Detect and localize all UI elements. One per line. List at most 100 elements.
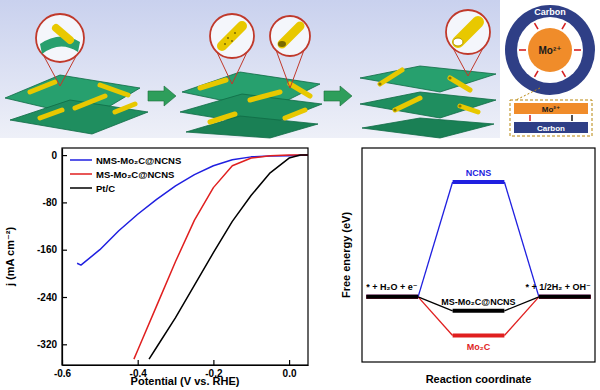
- particle: [227, 37, 229, 39]
- inset-box: [510, 100, 592, 136]
- y-tick-mark: [62, 297, 67, 298]
- x-tick-mark: [213, 360, 214, 365]
- magnified-rod: [56, 28, 70, 40]
- series-label: Mo₂C: [467, 342, 491, 352]
- y-tick-mark: [62, 344, 67, 345]
- plot-frame: [362, 148, 595, 362]
- process-arrow: [148, 86, 176, 106]
- series-label: NCNS: [466, 168, 492, 178]
- y-tick: 0: [51, 150, 67, 161]
- schematic-background: [0, 0, 500, 138]
- canvas: CarbonMo²⁺Mo²⁺Carbon-0.6-0.4-0.20.0-320-…: [0, 0, 600, 390]
- x-tick-label: 0.0: [283, 368, 297, 379]
- x-tick-label: -0.6: [54, 368, 72, 379]
- inset-ion-layer: [514, 103, 588, 114]
- series-label: MS-Mo₂C@NCNS: [441, 297, 515, 307]
- energy-level: [539, 295, 591, 299]
- graphene-sheet: [362, 118, 494, 138]
- mo-core: [528, 28, 572, 72]
- legend-swatch: [70, 187, 92, 189]
- nanorod: [40, 110, 62, 118]
- curve: [77, 155, 308, 265]
- nanorod: [250, 92, 280, 100]
- carbon-shell: [505, 5, 595, 95]
- stage-label: * + H₂O + e⁻: [366, 282, 418, 292]
- connector: [418, 182, 453, 297]
- inset-carbon-label: Carbon: [537, 124, 565, 133]
- schematic: Carbon Mo²⁺ Mo²⁺ Carbon: [0, 0, 595, 138]
- legend: NMS-Mo₂C@NCNS MS-Mo₂C@NCNS Pt/C: [70, 155, 181, 194]
- y-tick-label: -80: [43, 197, 58, 208]
- x-tick-mark: [138, 360, 139, 365]
- inset-link: [516, 88, 540, 100]
- nanorod: [380, 70, 402, 84]
- levels: [366, 182, 590, 336]
- energy-level: [366, 295, 418, 299]
- nanorod-opening: [393, 108, 396, 111]
- connector: [504, 182, 539, 297]
- legend-label: Pt/C: [96, 183, 115, 194]
- particle: [231, 40, 233, 42]
- nanorod: [460, 106, 478, 112]
- shell-label: Carbon: [534, 7, 566, 17]
- figure: CarbonMo²⁺Mo²⁺Carbon-0.6-0.4-0.20.0-320-…: [0, 0, 600, 390]
- plot-frame: [62, 148, 308, 365]
- inset-arrow: [529, 115, 531, 121]
- x-axis-title: Potential (V vs. RHE): [131, 375, 240, 387]
- particle: [224, 43, 226, 45]
- magnifier: [210, 14, 254, 58]
- y-tick-label: 0: [51, 150, 57, 161]
- x-tick-mark: [289, 360, 290, 365]
- diffusion-arrow: [519, 49, 526, 51]
- curves: [77, 155, 308, 359]
- graphene-sheet: [360, 92, 496, 118]
- inset-ion-label: Mo²⁺: [542, 105, 560, 114]
- nanorod: [115, 104, 135, 112]
- shell-gap: [517, 17, 583, 83]
- legend-label: NMS-Mo₂C@NCNS: [96, 155, 181, 166]
- magnified-rod: [222, 26, 242, 46]
- core-label: Mo²⁺: [538, 45, 561, 56]
- y-axis-title: j (mA cm⁻²): [4, 227, 16, 288]
- magnifier: [270, 16, 310, 56]
- y-tick-mark: [62, 202, 67, 203]
- y-tick-label: -160: [37, 244, 57, 255]
- legend-label: MS-Mo₂C@NCNS: [96, 169, 174, 180]
- energy-level: [453, 333, 505, 337]
- diffusion-arrow: [562, 71, 566, 77]
- energy-level: [366, 295, 418, 299]
- inset-arrow: [571, 115, 573, 121]
- inset-carbon-layer: [514, 122, 588, 133]
- y-tick-label: -240: [37, 292, 57, 303]
- x-tick: 0.0: [283, 360, 297, 379]
- nanorod: [210, 114, 235, 122]
- nanorod-opening: [378, 82, 381, 85]
- energy-level: [366, 295, 418, 299]
- x-axis-title: Reaction coordinate: [426, 373, 532, 385]
- magnifier: [446, 10, 490, 54]
- diffusion-arrow: [535, 23, 539, 29]
- process-arrow: [324, 86, 352, 106]
- legend-swatch: [70, 173, 92, 175]
- lsv-chart: -0.6-0.4-0.20.0-320-240-160-800NMS-Mo₂C@…: [4, 148, 309, 387]
- tube-opening: [453, 38, 463, 46]
- energy-level: [453, 180, 505, 184]
- y-tick-mark: [62, 155, 67, 156]
- graphene-sheet: [360, 66, 496, 92]
- particle: [234, 32, 236, 34]
- level-labels: NCNSMo₂CMS-Mo₂C@NCNS* + H₂O + e⁻* + 1/2H…: [366, 168, 591, 353]
- y-tick: -80: [43, 197, 67, 208]
- y-tick-label: -320: [37, 339, 57, 350]
- diffusion-arrow: [574, 49, 581, 51]
- y-tick-mark: [62, 250, 67, 251]
- nanorod: [30, 82, 55, 92]
- legend-swatch: [70, 159, 92, 161]
- energy-level: [539, 295, 591, 299]
- magnified-tube: [282, 26, 300, 44]
- curve: [134, 155, 308, 359]
- y-axis-title: Free energy (eV): [340, 212, 352, 299]
- energy-level: [453, 309, 505, 313]
- energy-chart: NCNSMo₂CMS-Mo₂C@NCNS* + H₂O + e⁻* + 1/2H…: [340, 148, 595, 385]
- diffusion-arrow: [535, 71, 539, 77]
- graphene-sheet: [186, 116, 318, 138]
